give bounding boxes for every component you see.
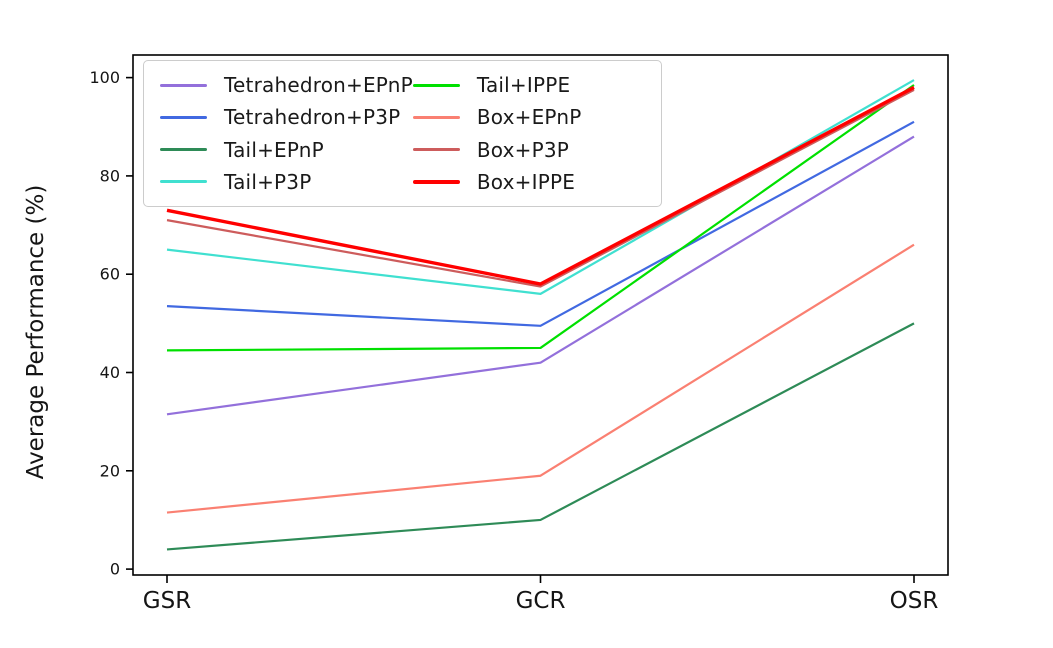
x-tick-label: GSR: [143, 588, 191, 614]
x-tick-label: GCR: [516, 588, 566, 614]
y-axis-title-text: Average Performance (%): [23, 184, 49, 480]
legend-item: Tail+P3P: [160, 166, 413, 198]
legend-item: Box+EPnP: [412, 101, 657, 133]
series-line-tail-ippe: [166, 84, 915, 352]
y-tick-label: 80: [100, 166, 120, 185]
legend-item-label: Tetrahedron+P3P: [224, 105, 401, 130]
legend-item-label: Box+P3P: [476, 137, 570, 162]
legend-line-swatch: [412, 115, 460, 119]
legend-line-swatch: [412, 179, 460, 184]
legend-line-swatch: [160, 180, 207, 184]
y-tick-label: 0: [110, 560, 120, 579]
series-line-box-epnp: [166, 243, 915, 514]
legend-item-label: Tail+IPPE: [476, 73, 571, 98]
y-tick-label: 60: [100, 265, 120, 284]
legend-item: Tetrahedron+P3P: [160, 101, 413, 133]
legend-item-label: Tail+EPnP: [224, 137, 324, 162]
legend-item: Box+P3P: [412, 134, 657, 166]
y-tick-label: 100: [89, 68, 120, 87]
legend-item-label: Tetrahedron+EPnP: [224, 73, 413, 98]
x-tick-label: OSR: [890, 588, 939, 614]
y-tick-label: 20: [100, 461, 120, 480]
legend-line-swatch: [160, 148, 207, 152]
legend-item-label: Box+IPPE: [476, 169, 576, 194]
legend-item: Tetrahedron+EPnP: [160, 69, 413, 101]
legend-item: Tail+IPPE: [412, 69, 657, 101]
legend-item: Box+IPPE: [412, 166, 657, 198]
series-line-tail-epnp: [166, 322, 915, 551]
legend: Tetrahedron+EPnP Tetrahedron+P3P Tail+EPnP…: [143, 60, 662, 207]
legend-line-swatch: [412, 83, 460, 87]
y-tick-label: 40: [100, 363, 120, 382]
legend-item-label: Box+EPnP: [476, 105, 582, 130]
series-line-tetrahedron-p3p: [166, 120, 915, 327]
series-line-tetrahedron-epnp: [166, 135, 915, 416]
legend-line-swatch: [160, 83, 207, 87]
legend-item: Tail+EPnP: [160, 134, 413, 166]
legend-item-label: Tail+P3P: [224, 169, 312, 194]
series-line-box-ippe: [166, 85, 915, 286]
legend-line-swatch: [160, 115, 207, 119]
legend-line-swatch: [412, 148, 460, 152]
series-line-box-p3p: [166, 88, 915, 288]
